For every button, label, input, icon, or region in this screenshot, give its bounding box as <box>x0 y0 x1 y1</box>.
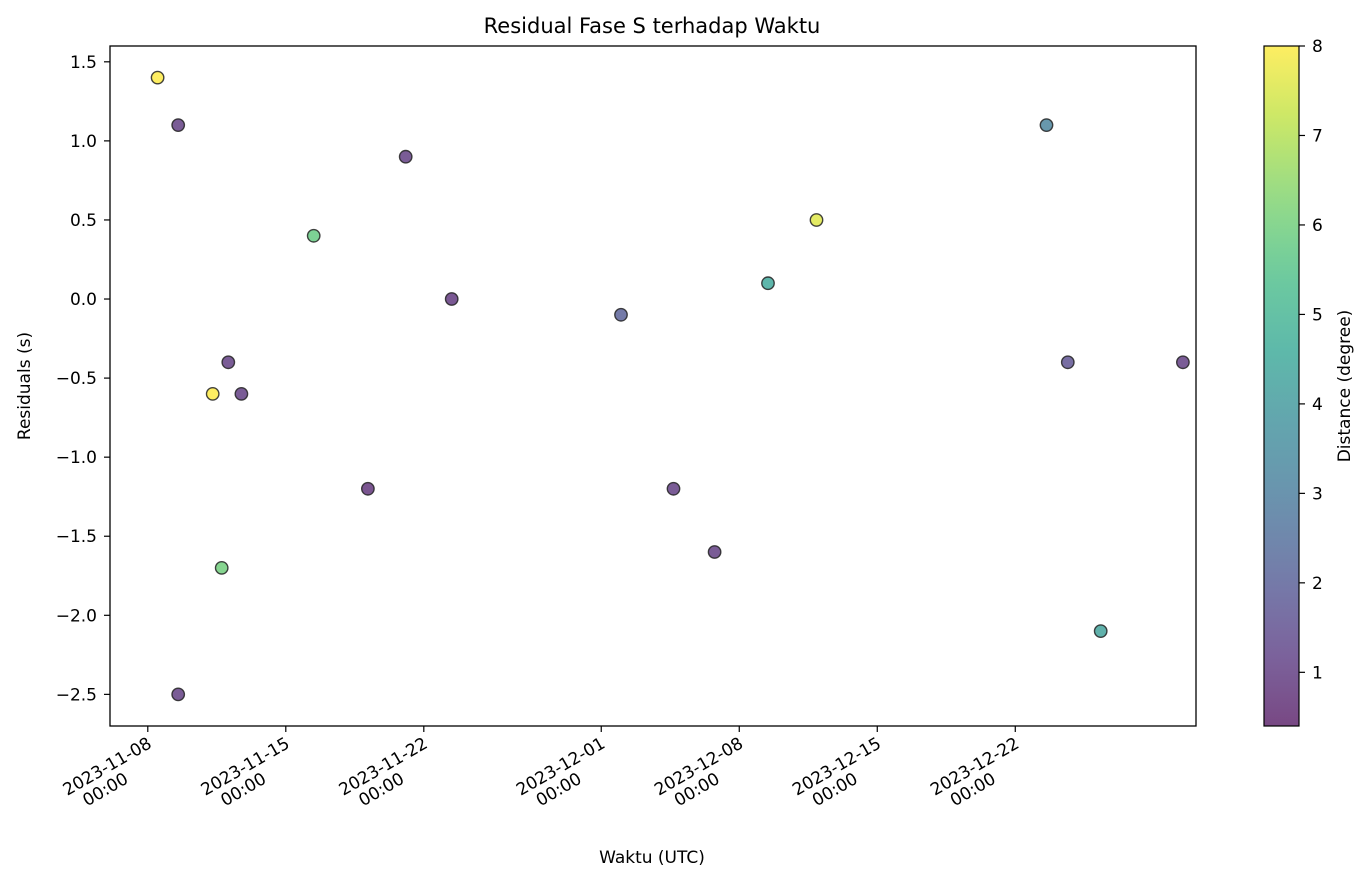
axes-frame <box>109 45 1197 727</box>
colorbar-tick-label: 6 <box>1312 216 1323 236</box>
y-tick-label: −1.5 <box>56 527 97 547</box>
chart-title: Residual Fase S terhadap Waktu <box>484 14 821 38</box>
data-point <box>205 386 220 401</box>
data-point <box>398 149 413 164</box>
data-point <box>234 386 249 401</box>
colorbar-label: Distance (degree) <box>1335 310 1355 463</box>
colorbar-tick-label: 7 <box>1312 126 1323 146</box>
y-tick-label: 1.5 <box>70 53 97 73</box>
y-tick-label: −2.0 <box>56 606 97 626</box>
y-tick-label: −0.5 <box>56 369 97 389</box>
y-tick-label: −1.0 <box>56 448 97 468</box>
data-point <box>1039 118 1054 133</box>
colorbar-tick-label: 3 <box>1312 484 1323 504</box>
y-tick-label: 0.0 <box>70 290 97 310</box>
data-point <box>444 292 459 306</box>
data-point <box>614 307 628 322</box>
y-axis-ticks: 1.5 1.0 0.5 0.0 −0.5 −1.0 −1.5 −2.0 −2.5 <box>56 53 110 705</box>
colorbar-tick-label: 1 <box>1312 663 1323 683</box>
y-tick-label: 1.0 <box>70 132 97 152</box>
data-point <box>761 276 775 291</box>
y-tick-label: 0.5 <box>70 211 97 231</box>
data-point <box>707 545 722 559</box>
data-point <box>150 70 165 85</box>
colorbar-tick-label: 8 <box>1312 37 1323 57</box>
y-tick-label: −2.5 <box>56 685 97 705</box>
x-axis-label: Waktu (UTC) <box>599 848 705 868</box>
data-point <box>1093 624 1108 638</box>
data-point <box>171 118 186 133</box>
colorbar-tick-label: 4 <box>1312 395 1323 415</box>
data-point <box>666 481 681 496</box>
data-point <box>1060 355 1075 370</box>
data-point <box>809 213 824 227</box>
colorbar-tick-label: 2 <box>1312 574 1323 594</box>
data-point <box>214 561 229 575</box>
data-point <box>306 228 321 243</box>
plot-area <box>109 45 1197 727</box>
points-layer <box>150 70 1190 702</box>
data-point <box>360 481 375 496</box>
colorbar-tick-label: 5 <box>1312 305 1323 325</box>
colorbar: 8 7 6 5 4 3 2 1 <box>1263 37 1323 727</box>
y-axis-label: Residuals (s) <box>15 332 35 440</box>
colorbar-gradient <box>1263 45 1300 727</box>
data-point <box>171 687 186 702</box>
data-point <box>221 355 236 370</box>
data-point <box>1176 355 1190 370</box>
